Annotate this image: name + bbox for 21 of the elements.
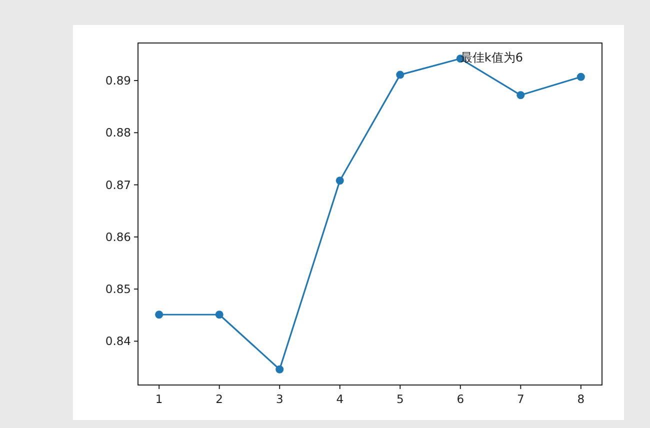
point <box>396 70 404 79</box>
x-tick-label: 4 <box>336 392 344 406</box>
x-tick-label: 8 <box>577 392 585 406</box>
point <box>276 365 284 374</box>
point <box>516 91 525 100</box>
y-tick-label: 0.85 <box>105 282 131 296</box>
y-tick-label: 0.86 <box>105 230 131 244</box>
x-tick-label: 1 <box>155 392 163 406</box>
y-tick-label: 0.84 <box>105 334 131 348</box>
x-tick-label: 3 <box>276 392 284 406</box>
x-tick-label: 2 <box>216 392 224 406</box>
point <box>576 72 585 81</box>
x-tick-label: 7 <box>516 392 524 406</box>
y-tick-label: 0.88 <box>105 126 131 140</box>
y-tick-label: 0.87 <box>105 178 131 192</box>
x-tick-label: 6 <box>456 392 464 406</box>
point <box>155 310 164 319</box>
y-tick-label: 0.89 <box>105 74 131 88</box>
point <box>336 176 344 185</box>
x-tick-label: 5 <box>396 392 404 406</box>
point <box>215 310 224 319</box>
